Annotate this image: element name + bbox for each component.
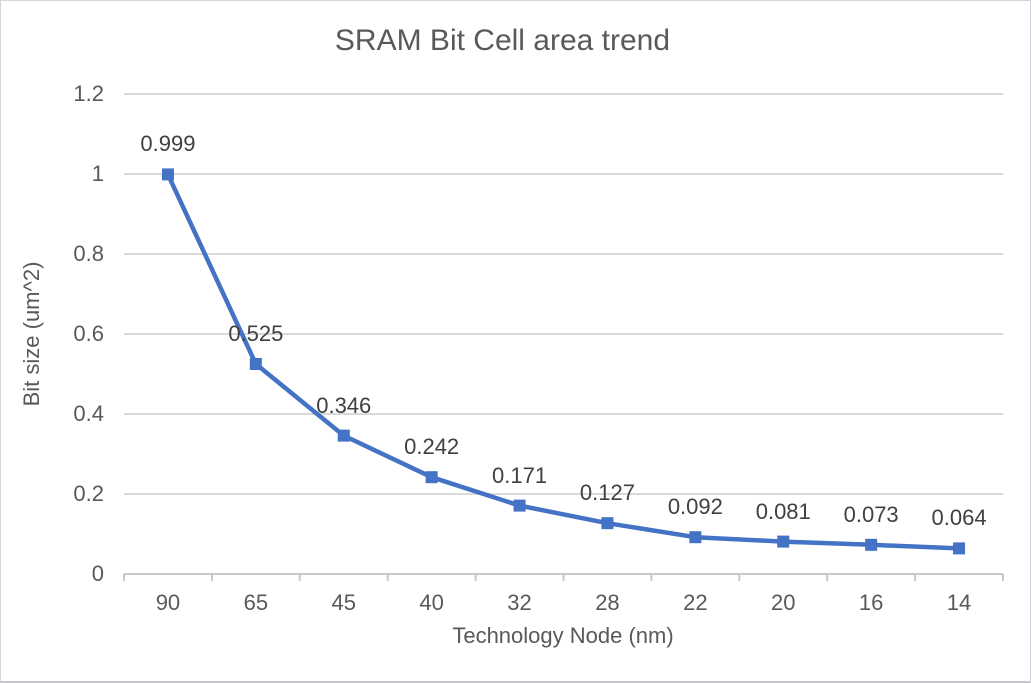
y-tick-label: 1.2 xyxy=(73,81,104,106)
data-label: 0.064 xyxy=(931,505,987,531)
chart-title: SRAM Bit Cell area trend xyxy=(334,24,671,57)
x-tick-label: 16 xyxy=(858,590,884,615)
x-axis-title: Technology Node (nm) xyxy=(452,623,674,648)
data-label: 0.999 xyxy=(140,131,196,157)
data-point-marker xyxy=(161,168,174,181)
x-tick-label: 28 xyxy=(595,590,620,615)
y-tick-label: 0.2 xyxy=(73,481,104,506)
data-point-marker xyxy=(689,531,702,544)
x-tick-label: 45 xyxy=(331,590,356,615)
data-point-marker xyxy=(425,471,438,484)
data-point-marker xyxy=(953,542,966,555)
data-point-marker xyxy=(777,535,790,548)
y-tick-label: 1 xyxy=(91,161,104,186)
x-tick-label: 22 xyxy=(683,590,708,615)
data-label: 0.171 xyxy=(492,462,548,488)
data-label: 0.081 xyxy=(755,498,811,524)
x-tick-label: 90 xyxy=(155,590,181,615)
data-point-marker xyxy=(513,499,526,512)
x-tick-label: 32 xyxy=(507,590,532,615)
data-label: 0.073 xyxy=(843,501,899,527)
y-tick-label: 0 xyxy=(91,561,104,586)
x-tick-label: 40 xyxy=(419,590,444,615)
trend-line xyxy=(165,172,962,551)
x-tick-label: 65 xyxy=(243,590,269,615)
data-point-marker xyxy=(865,538,878,551)
data-label: 0.242 xyxy=(404,434,460,460)
x-tick-label: 20 xyxy=(771,590,796,615)
y-tick-label: 0.8 xyxy=(73,241,104,266)
data-label: 0.127 xyxy=(579,480,635,506)
data-point-marker xyxy=(337,429,350,442)
data-label: 0.092 xyxy=(667,494,723,520)
x-tick-label: 14 xyxy=(946,590,972,615)
data-point-marker xyxy=(249,358,262,370)
y-tick-label: 0.6 xyxy=(73,321,104,346)
data-label: 0.525 xyxy=(228,321,284,346)
data-point-marker xyxy=(601,517,614,530)
data-label: 0.346 xyxy=(316,392,372,418)
y-tick-label: 0.4 xyxy=(73,401,104,426)
